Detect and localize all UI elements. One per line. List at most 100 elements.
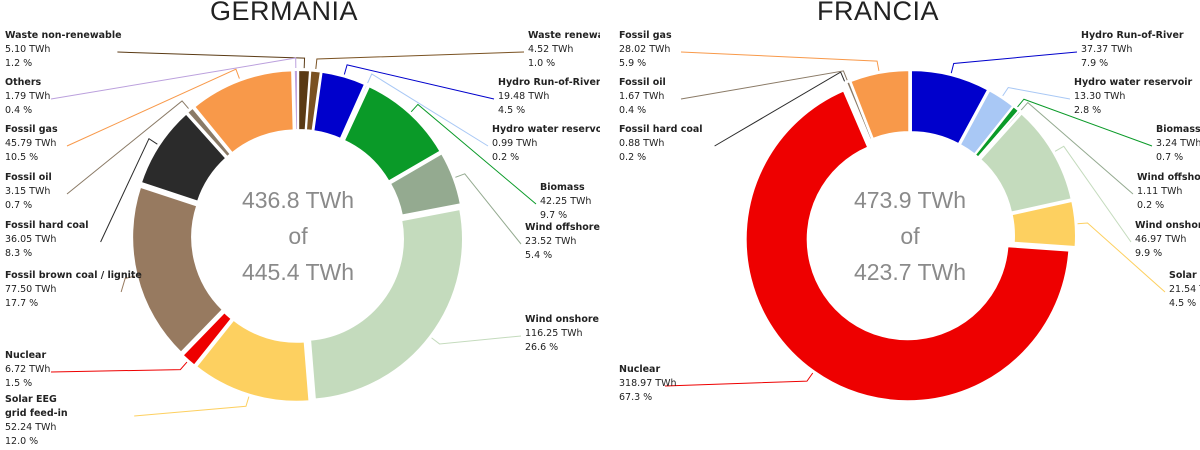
label-percent-fossil-hard-coal: 0.2 % — [619, 152, 646, 163]
label-energy-fossil-gas: 45.79 TWh — [5, 138, 56, 149]
leader-wind-offshore — [455, 173, 522, 245]
leader-fossil-brown-coal-lignite — [120, 275, 135, 293]
label-name-nuclear: Nuclear — [5, 350, 46, 361]
leader-nuclear — [664, 372, 814, 387]
leader-fossil-hard-coal — [714, 71, 846, 147]
donut-slices — [744, 69, 1077, 403]
label-energy-hydro-water-reservoir: 13.30 TWh — [1074, 91, 1125, 102]
label-percent-wind-onshore: 9.9 % — [1135, 248, 1162, 259]
label-energy-solar: 21.54 TWh — [1169, 284, 1200, 295]
leader-biomass — [1017, 98, 1153, 147]
label-energy-wind-onshore: 116.25 TWh — [525, 328, 582, 339]
label-percent-others: 0.4 % — [5, 105, 32, 116]
label-percent-fossil-hard-coal: 8.3 % — [5, 248, 32, 259]
slice-solar-eeg-grid-feed-in — [194, 318, 311, 403]
slice-hydro-water-reservoir — [339, 83, 370, 142]
label-percent-solar-eeg-grid-feed-in: 12.0 % — [5, 436, 38, 447]
label-name-fossil-brown-coal-lignite: Fossil brown coal / lignite — [5, 270, 142, 281]
chart-france: FRANCIA Hydro Run-of-River 37.37 TWh 7.9 %… — [600, 0, 1200, 450]
slice-fossil-hard-coal — [139, 112, 228, 203]
slice-wind-onshore — [978, 111, 1073, 214]
label-name-fossil-oil: Fossil oil — [619, 77, 666, 88]
slice-wind-offshore — [388, 151, 463, 217]
label-name-fossil-oil: Fossil oil — [5, 172, 52, 183]
leader-fossil-gas — [680, 51, 880, 71]
center-total-generated: 436.8 TWh — [242, 187, 354, 213]
slice-nuclear — [744, 89, 1071, 403]
label-energy-fossil-gas: 28.02 TWh — [619, 44, 670, 55]
label-energy-waste-non-renewable: 5.10 TWh — [5, 44, 50, 55]
donut-chart-germany: Waste non-renewable 5.10 TWh 1.2 % Waste re… — [5, 30, 600, 447]
slice-fossil-gas — [849, 69, 911, 141]
label-name-nuclear: Nuclear — [619, 364, 660, 375]
label-name-hydro-run-of-river: Hydro Run-of-River — [498, 77, 600, 88]
label-name-others: Others — [5, 77, 42, 88]
chart-germany: GERMANIA Waste non-renewable 5.10 TWh 1.2 … — [5, 0, 600, 447]
donut-slices — [131, 69, 464, 403]
leader-fossil-gas — [66, 68, 240, 147]
label-percent-fossil-gas: 5.9 % — [619, 58, 646, 69]
label-percent-wind-offshore: 0.2 % — [1137, 200, 1164, 211]
label-name-fossil-gas: Fossil gas — [619, 30, 672, 41]
slice-fossil-oil — [185, 106, 233, 159]
center-of: of — [288, 223, 308, 249]
label-energy-wind-offshore: 23.52 TWh — [525, 236, 576, 247]
label-energy-fossil-oil: 3.15 TWh — [5, 186, 50, 197]
leader-solar-eeg-grid-feed-in — [134, 396, 250, 417]
leader-hydro-water-reservoir — [1002, 87, 1071, 100]
label-name-wind-offshore: Wind offshore — [1137, 172, 1200, 183]
label-energy-hydro-water-reservoir: 0.99 TWh — [492, 138, 537, 149]
leader-hydro-run-of-river — [950, 51, 1078, 74]
leader-fossil-oil — [66, 100, 189, 195]
label-name-hydro-run-of-river: Hydro Run-of-River — [1081, 30, 1184, 41]
leader-waste-renewable — [315, 51, 525, 69]
label-percent-solar: 4.5 % — [1169, 298, 1196, 309]
center-total-generated: 473.9 TWh — [854, 187, 966, 213]
leader-wind-offshore — [1020, 101, 1134, 195]
label-percent-wind-onshore: 26.6 % — [525, 342, 558, 353]
label-percent-hydro-run-of-river: 7.9 % — [1081, 58, 1108, 69]
label-name-biomass: Biomass — [1156, 124, 1200, 135]
leader-biomass — [410, 103, 537, 205]
leader-lines — [664, 51, 1166, 387]
slice-fossil-gas — [192, 69, 295, 155]
leader-hydro-run-of-river — [343, 64, 495, 100]
label-name-solar: Solar — [1169, 270, 1197, 281]
label-percent-nuclear: 1.5 % — [5, 378, 32, 389]
leader-nuclear — [50, 361, 188, 373]
label-energy-hydro-run-of-river: 37.37 TWh — [1081, 44, 1132, 55]
leader-wind-onshore — [431, 335, 522, 345]
label-percent-fossil-gas: 10.5 % — [5, 152, 38, 163]
leader-fossil-oil — [680, 70, 848, 100]
label-energy-fossil-hard-coal: 0.88 TWh — [619, 138, 664, 149]
leader-lines — [50, 51, 537, 417]
slice-others — [292, 69, 299, 132]
label-percent-waste-non-renewable: 1.2 % — [5, 58, 32, 69]
label-name-wind-onshore: Wind onshore — [525, 314, 599, 325]
label-energy-wind-offshore: 1.11 TWh — [1137, 186, 1182, 197]
label-percent-hydro-water-reservoir: 0.2 % — [492, 152, 519, 163]
label-energy-fossil-hard-coal: 36.05 TWh — [5, 234, 56, 245]
label-name-waste-non-renewable: Waste non-renewable — [5, 30, 122, 41]
label-name-wind-offshore: Wind offshore — [525, 222, 600, 233]
label-percent-biomass: 9.7 % — [540, 210, 567, 221]
label-percent-fossil-brown-coal-lignite: 17.7 % — [5, 298, 38, 309]
center-of: of — [900, 223, 920, 249]
label-name-solar-eeg-grid-feed-in-1: grid feed-in — [5, 408, 68, 419]
label-name-fossil-gas: Fossil gas — [5, 124, 58, 135]
slice-wind-onshore — [309, 207, 464, 401]
slice-labels: Hydro Run-of-River 37.37 TWh 7.9 % Hydro wa… — [619, 30, 1200, 403]
leader-solar — [1077, 222, 1166, 293]
label-percent-hydro-water-reservoir: 2.8 % — [1074, 105, 1101, 116]
label-percent-fossil-oil: 0.7 % — [5, 200, 32, 211]
label-name-waste-renewable: Waste renewable — [528, 30, 600, 41]
label-percent-fossil-oil: 0.4 % — [619, 105, 646, 116]
label-energy-waste-renewable: 4.52 TWh — [528, 44, 573, 55]
label-percent-nuclear: 67.3 % — [619, 392, 652, 403]
label-name-hydro-water-reservoir: Hydro water reservoir — [492, 124, 600, 135]
label-energy-biomass: 3.24 TWh — [1156, 138, 1200, 149]
slice-biomass — [342, 84, 442, 183]
label-energy-wind-onshore: 46.97 TWh — [1135, 234, 1186, 245]
label-energy-nuclear: 6.72 TWh — [5, 364, 50, 375]
chart-title-germany: GERMANIA — [209, 0, 359, 26]
